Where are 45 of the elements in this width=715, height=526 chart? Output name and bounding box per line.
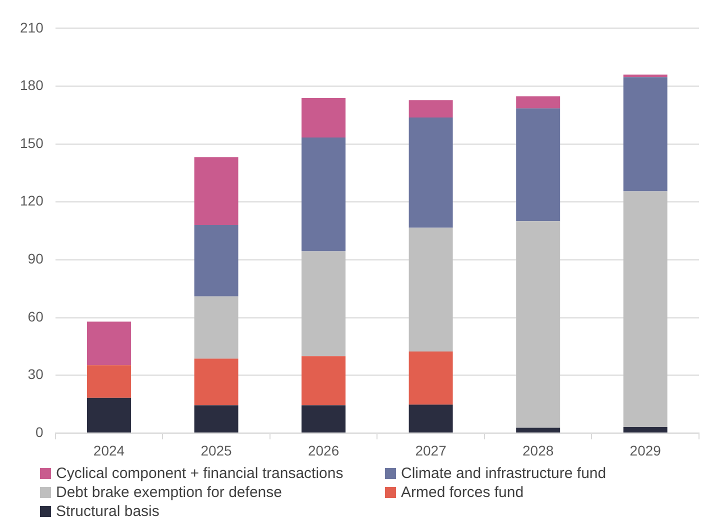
bar xyxy=(302,138,346,252)
x-tick-label: 2028 xyxy=(522,442,554,458)
x-tick-label: 2024 xyxy=(93,442,125,458)
bar xyxy=(623,191,668,428)
y-tick-label: 120 xyxy=(20,192,44,209)
y-tick-label: 210 xyxy=(20,19,44,36)
bar xyxy=(194,296,238,359)
x-tick-label: 2025 xyxy=(200,442,232,458)
bar xyxy=(194,225,238,296)
bar xyxy=(623,77,668,192)
bar xyxy=(408,404,453,432)
bar xyxy=(408,228,453,352)
bar xyxy=(302,98,346,138)
y-tick-label: 0 xyxy=(36,424,44,440)
legend-label: Debt brake exemption for defense xyxy=(56,483,282,502)
bar xyxy=(194,358,238,406)
y-tick-label: 150 xyxy=(20,134,44,151)
y-tick-label: 60 xyxy=(28,308,44,324)
x-tick-label: 2026 xyxy=(308,442,340,458)
bar xyxy=(302,405,346,432)
bar xyxy=(408,117,453,228)
bar xyxy=(623,427,668,432)
bar xyxy=(516,108,560,222)
legend-label: Armed forces fund xyxy=(401,483,524,502)
y-tick-label: 30 xyxy=(28,366,44,382)
y-tick-label: 180 xyxy=(20,77,44,94)
bar xyxy=(302,251,346,356)
bar xyxy=(87,322,131,366)
bar xyxy=(516,428,560,432)
bar xyxy=(516,221,560,428)
legend-label: Climate and infrastructure fund xyxy=(401,464,606,483)
legend-label: Structural basis xyxy=(56,502,160,521)
y-tick-label: 90 xyxy=(28,250,44,267)
bar xyxy=(87,365,131,398)
bar xyxy=(194,405,238,432)
bar xyxy=(516,96,560,108)
bar xyxy=(87,398,131,432)
bar xyxy=(302,356,346,406)
x-tick-label: 2029 xyxy=(630,442,662,458)
x-tick-label: 2027 xyxy=(415,442,447,458)
bar xyxy=(194,157,238,226)
bar xyxy=(408,351,453,405)
bar xyxy=(408,100,453,118)
bar xyxy=(623,74,668,78)
legend-label: Cyclical component + financial transactions xyxy=(56,464,344,483)
